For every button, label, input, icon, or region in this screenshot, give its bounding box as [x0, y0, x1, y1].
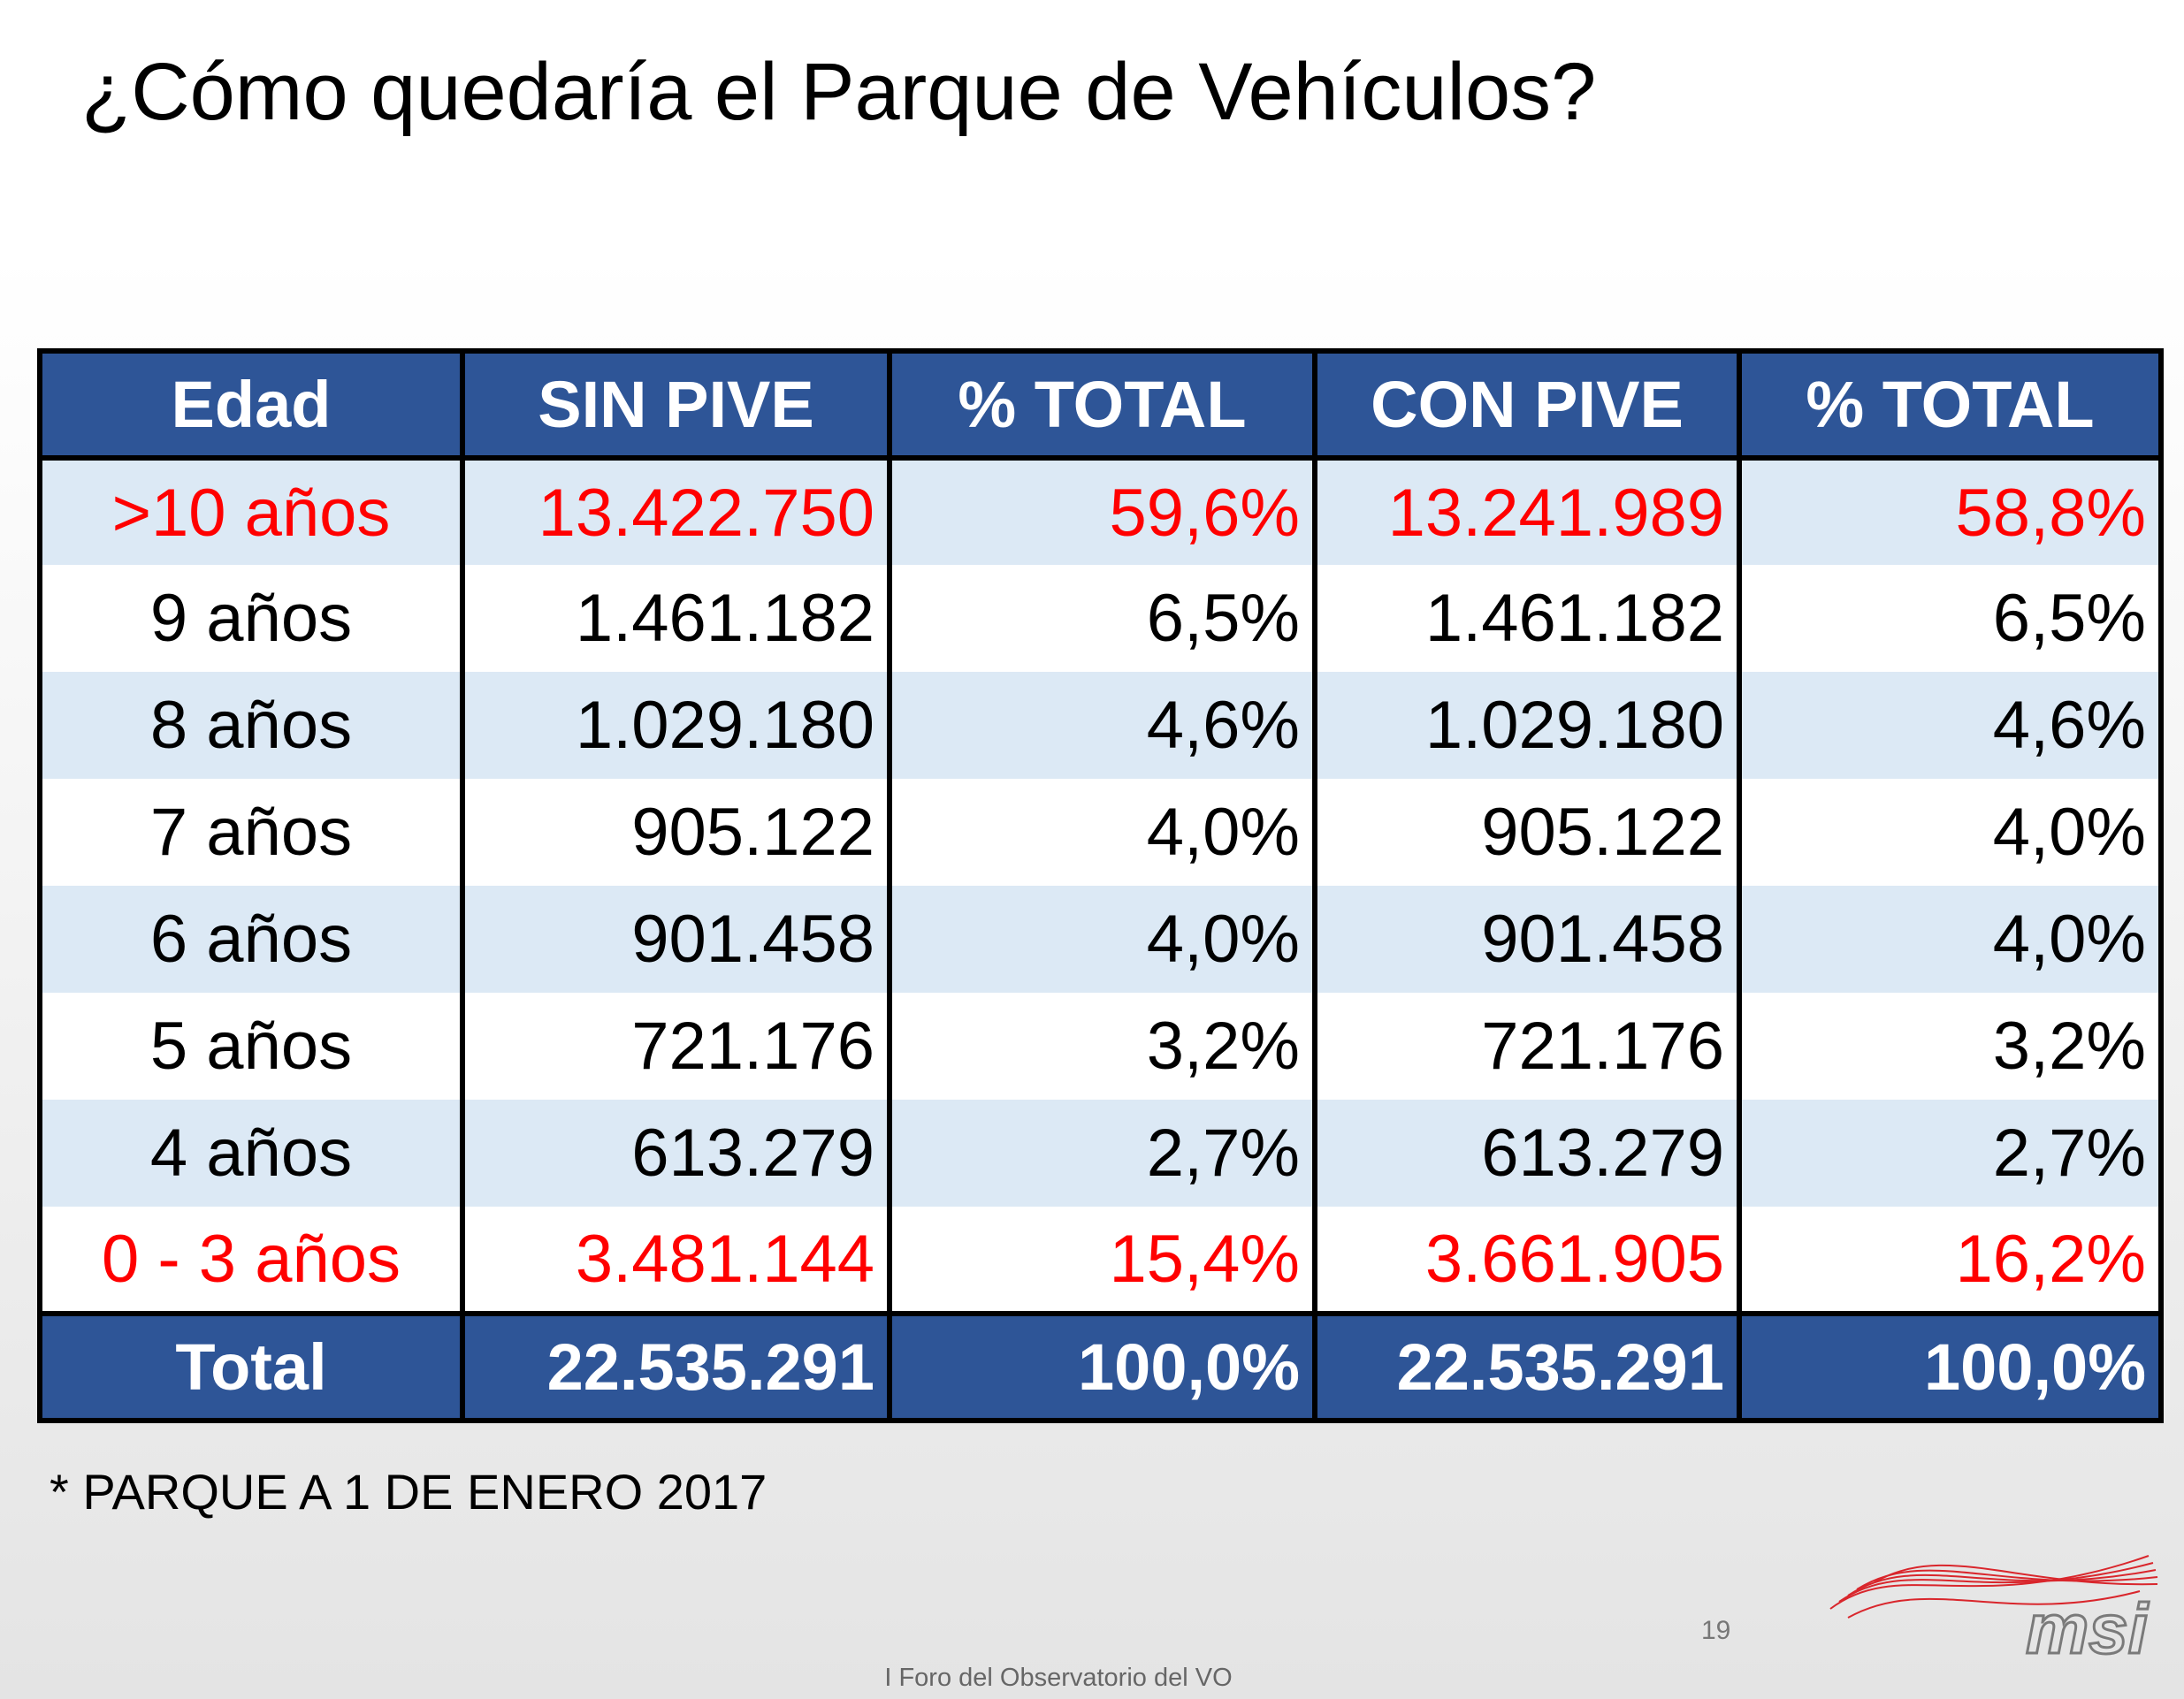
table-cell: % TOTAL	[1737, 348, 2164, 461]
table-cell: 4,6%	[887, 672, 1317, 779]
table-cell: 100,0%	[887, 1311, 1317, 1423]
table-cell: 5 años	[37, 993, 465, 1100]
table-cell: Edad	[37, 348, 465, 461]
table-cell: 4,0%	[887, 779, 1317, 886]
table-cell: 22.535.291	[1312, 1311, 1742, 1423]
table-cell: 2,7%	[1737, 1100, 2164, 1207]
table-row: 5 años 721.176 3,2% 721.176 3,2%	[37, 993, 2164, 1100]
table-cell: 9 años	[37, 565, 465, 672]
table-cell: 1.029.180	[460, 672, 892, 779]
total-row: Total 22.535.291 100,0% 22.535.291 100,0%	[37, 1311, 2164, 1423]
table-cell: 4,0%	[1737, 779, 2164, 886]
table-cell: 6 años	[37, 886, 465, 993]
table-cell: 3.481.144	[460, 1207, 892, 1314]
table-cell: 1.461.182	[1312, 565, 1742, 672]
table-row: 9 años 1.461.182 6,5% 1.461.182 6,5%	[37, 565, 2164, 672]
table-row: 7 años 905.122 4,0% 905.122 4,0%	[37, 779, 2164, 886]
footer: I Foro del Observatorio del VO	[884, 1664, 1233, 1692]
table-cell: 6,5%	[887, 565, 1317, 672]
table-cell: CON PIVE	[1312, 348, 1742, 461]
table-cell: 100,0%	[1737, 1311, 2164, 1423]
table-cell: 8 años	[37, 672, 465, 779]
table-cell: 0 - 3 años	[37, 1207, 465, 1314]
table-cell: 13.241.989	[1312, 458, 1742, 565]
table-cell: 4,0%	[887, 886, 1317, 993]
table-cell: 613.279	[1312, 1100, 1742, 1207]
table-cell: 613.279	[460, 1100, 892, 1207]
table-cell: 58,8%	[1737, 458, 2164, 565]
table-cell: 721.176	[1312, 993, 1742, 1100]
table-cell: % TOTAL	[887, 348, 1317, 461]
table-cell: 905.122	[460, 779, 892, 886]
footnote: * PARQUE A 1 DE ENERO 2017	[50, 1464, 767, 1520]
table-cell: SIN PIVE	[460, 348, 892, 461]
table-cell: 4 años	[37, 1100, 465, 1207]
data-table: Edad SIN PIVE% TOTAL CON PIVE% TOTAL >10 añ…	[37, 348, 2164, 1423]
table-cell: 2,7%	[887, 1100, 1317, 1207]
page-number: 19	[1701, 1616, 1731, 1645]
header-row: Edad SIN PIVE% TOTAL CON PIVE% TOTAL	[37, 348, 2164, 461]
table-cell: 7 años	[37, 779, 465, 886]
table-cell: 15,4%	[887, 1207, 1317, 1314]
table-cell: 4,6%	[1737, 672, 2164, 779]
table-cell: >10 años	[37, 458, 465, 565]
table-cell: 3,2%	[1737, 993, 2164, 1100]
table-cell: 721.176	[460, 993, 892, 1100]
table-cell: 4,0%	[1737, 886, 2164, 993]
table-row: 0 - 3 años 3.481.144 15,4% 3.661.905 16,2%	[37, 1207, 2164, 1314]
table-cell: 6,5%	[1737, 565, 2164, 672]
slide-title: ¿Cómo quedaría el Parque de Vehículos?	[81, 47, 1597, 137]
table-cell: 59,6%	[887, 458, 1317, 565]
table-row: 8 años 1.029.180 4,6% 1.029.180 4,6%	[37, 672, 2164, 779]
table-cell: 905.122	[1312, 779, 1742, 886]
table-cell: 16,2%	[1737, 1207, 2164, 1314]
logo-text: msi	[2026, 1589, 2150, 1668]
logo: msi	[1829, 1555, 2158, 1670]
table-cell: 1.029.180	[1312, 672, 1742, 779]
table-cell: 1.461.182	[460, 565, 892, 672]
table-cell: 3,2%	[887, 993, 1317, 1100]
table-row: 4 años 613.279 2,7% 613.279 2,7%	[37, 1100, 2164, 1207]
table-row: >10 años 13.422.750 59,6% 13.241.989 58,8%	[37, 458, 2164, 565]
table-cell: 901.458	[460, 886, 892, 993]
table-cell: 22.535.291	[460, 1311, 892, 1423]
table-cell: 901.458	[1312, 886, 1742, 993]
table-cell: 3.661.905	[1312, 1207, 1742, 1314]
table-cell: 13.422.750	[460, 458, 892, 565]
table-row: 6 años 901.458 4,0% 901.458 4,0%	[37, 886, 2164, 993]
table-cell: Total	[37, 1311, 465, 1423]
